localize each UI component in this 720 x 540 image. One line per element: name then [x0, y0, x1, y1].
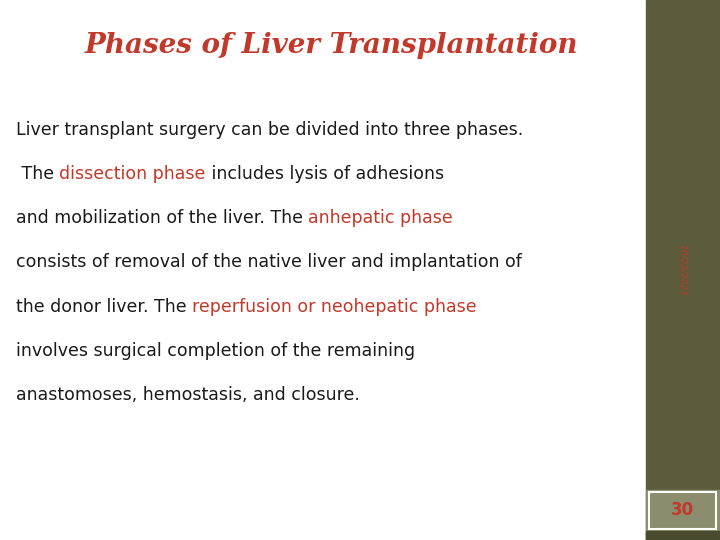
- Text: Phases of Liver Transplantation: Phases of Liver Transplantation: [84, 32, 578, 59]
- Bar: [646, 490, 720, 540]
- Text: anastomoses, hemostasis, and closure.: anastomoses, hemostasis, and closure.: [16, 386, 360, 404]
- FancyBboxPatch shape: [649, 492, 716, 529]
- Text: consists of removal of the native liver and implantation of: consists of removal of the native liver …: [16, 253, 522, 272]
- Text: 30: 30: [671, 501, 695, 519]
- Text: the donor liver. The: the donor liver. The: [16, 298, 192, 316]
- Bar: [646, 0, 720, 540]
- Text: The: The: [16, 165, 60, 183]
- Text: Liver transplant surgery can be divided into three phases.: Liver transplant surgery can be divided …: [16, 120, 523, 139]
- Text: dissection phase: dissection phase: [60, 165, 206, 183]
- Text: involves surgical completion of the remaining: involves surgical completion of the rema…: [16, 342, 415, 360]
- Text: 10/22/2021: 10/22/2021: [678, 244, 688, 296]
- Text: anhepatic phase: anhepatic phase: [308, 209, 453, 227]
- Text: reperfusion or neohepatic phase: reperfusion or neohepatic phase: [192, 298, 477, 316]
- Bar: [646, 531, 720, 540]
- Text: includes lysis of adhesions: includes lysis of adhesions: [206, 165, 444, 183]
- Text: and mobilization of the liver. The: and mobilization of the liver. The: [16, 209, 308, 227]
